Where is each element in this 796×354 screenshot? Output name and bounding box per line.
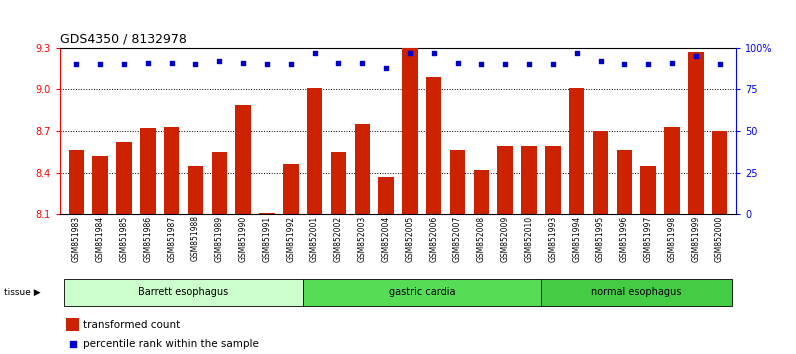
Bar <box>593 131 608 214</box>
Point <box>260 62 273 67</box>
Point <box>236 60 249 65</box>
Text: GSM851989: GSM851989 <box>215 216 224 262</box>
Bar <box>474 170 489 214</box>
Bar <box>236 105 251 214</box>
Bar <box>283 164 298 214</box>
Point <box>547 62 560 67</box>
Text: GSM852008: GSM852008 <box>477 216 486 262</box>
Bar <box>92 156 108 214</box>
Text: GSM851983: GSM851983 <box>72 216 81 262</box>
Bar <box>330 152 346 214</box>
Bar <box>541 279 732 307</box>
Bar <box>664 127 680 214</box>
Point <box>70 62 83 67</box>
Text: GSM852010: GSM852010 <box>525 216 533 262</box>
Text: GSM851999: GSM851999 <box>691 216 700 262</box>
Point <box>356 60 369 65</box>
Point <box>713 62 726 67</box>
Text: GSM851985: GSM851985 <box>119 216 128 262</box>
Bar <box>498 146 513 214</box>
Point <box>618 62 630 67</box>
Text: GSM851984: GSM851984 <box>96 216 105 262</box>
Text: GSM851994: GSM851994 <box>572 216 581 262</box>
Bar <box>116 142 132 214</box>
Text: GSM851992: GSM851992 <box>287 216 295 262</box>
Bar <box>302 279 541 307</box>
Point <box>142 60 154 65</box>
Text: transformed count: transformed count <box>84 320 181 331</box>
Bar <box>68 150 84 214</box>
Bar <box>354 124 370 214</box>
Text: GSM852005: GSM852005 <box>405 216 415 262</box>
Bar <box>450 150 466 214</box>
Point <box>523 62 536 67</box>
Text: Barrett esophagus: Barrett esophagus <box>139 287 228 297</box>
Bar <box>712 131 728 214</box>
Point <box>570 50 583 56</box>
Text: gastric cardia: gastric cardia <box>388 287 455 297</box>
Bar <box>66 318 79 331</box>
Text: GSM852007: GSM852007 <box>453 216 462 262</box>
Bar <box>212 152 227 214</box>
Text: GSM851991: GSM851991 <box>263 216 271 262</box>
Text: GSM852002: GSM852002 <box>334 216 343 262</box>
Bar <box>188 166 203 214</box>
Text: normal esophagus: normal esophagus <box>591 287 681 297</box>
Point <box>594 58 607 64</box>
Text: percentile rank within the sample: percentile rank within the sample <box>84 339 259 349</box>
Text: GSM852001: GSM852001 <box>310 216 319 262</box>
Point <box>427 50 440 56</box>
Bar <box>569 88 584 214</box>
Text: GSM851996: GSM851996 <box>620 216 629 262</box>
Text: tissue ▶: tissue ▶ <box>4 288 41 297</box>
Text: GSM851998: GSM851998 <box>668 216 677 262</box>
Text: GSM851993: GSM851993 <box>548 216 557 262</box>
Bar <box>378 177 394 214</box>
Point <box>380 65 392 70</box>
Text: GSM851986: GSM851986 <box>143 216 152 262</box>
Point <box>499 62 512 67</box>
Text: GSM851988: GSM851988 <box>191 216 200 262</box>
Text: GSM852006: GSM852006 <box>429 216 439 262</box>
Bar <box>402 48 418 214</box>
Bar <box>545 146 560 214</box>
Bar <box>307 88 322 214</box>
Bar <box>259 213 275 214</box>
Text: GDS4350 / 8132978: GDS4350 / 8132978 <box>60 32 186 45</box>
Point <box>166 60 178 65</box>
Bar <box>140 128 155 214</box>
Point <box>332 60 345 65</box>
Text: GSM852003: GSM852003 <box>357 216 367 262</box>
Text: GSM851987: GSM851987 <box>167 216 176 262</box>
Point <box>189 62 202 67</box>
Point <box>475 62 488 67</box>
Text: GSM851995: GSM851995 <box>596 216 605 262</box>
Bar <box>641 166 656 214</box>
Bar <box>426 77 442 214</box>
Text: GSM852000: GSM852000 <box>715 216 724 262</box>
Bar <box>521 146 537 214</box>
Point <box>213 58 226 64</box>
Point <box>451 60 464 65</box>
Point <box>689 53 702 59</box>
Point <box>642 62 654 67</box>
Text: GSM851990: GSM851990 <box>239 216 248 262</box>
Bar <box>164 127 179 214</box>
Point <box>284 62 297 67</box>
Bar <box>688 52 704 214</box>
Text: GSM852004: GSM852004 <box>381 216 391 262</box>
Point <box>66 341 79 347</box>
Text: GSM851997: GSM851997 <box>644 216 653 262</box>
Text: GSM852009: GSM852009 <box>501 216 509 262</box>
Point <box>404 50 416 56</box>
Bar <box>64 279 302 307</box>
Point <box>308 50 321 56</box>
Point <box>665 60 678 65</box>
Point <box>94 62 107 67</box>
Bar <box>617 150 632 214</box>
Point <box>118 62 131 67</box>
